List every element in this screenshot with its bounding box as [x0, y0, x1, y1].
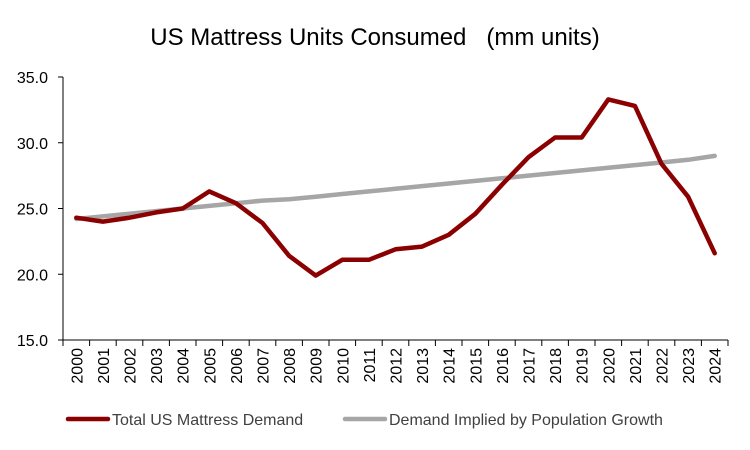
x-tick-label: 2024	[708, 348, 725, 384]
data-point	[394, 248, 397, 251]
legend-label-1: Demand Implied by Population Growth	[389, 412, 663, 429]
data-point	[261, 199, 264, 202]
data-point	[181, 207, 184, 210]
x-tick-label: 2012	[389, 348, 406, 384]
x-tick-label: 2019	[575, 348, 592, 384]
data-point	[580, 169, 583, 172]
data-point	[75, 216, 78, 219]
data-point	[687, 158, 690, 161]
x-tick-label: 2022	[655, 348, 672, 384]
x-tick-label: 2014	[442, 348, 459, 384]
x-tick-label: 2015	[468, 348, 485, 384]
y-tick-label: 15.0	[17, 333, 48, 350]
x-tick-label: 2016	[495, 348, 512, 384]
x-tick-label: 2002	[123, 348, 140, 384]
x-axis-ticks: 2000 2001 2002 2003 2004 2005 2006 2007 2008 2009…	[62, 340, 729, 384]
data-point	[367, 190, 370, 193]
data-point	[580, 136, 583, 139]
data-point	[633, 164, 636, 167]
data-point	[234, 202, 237, 205]
data-point	[155, 211, 158, 214]
data-point	[660, 162, 663, 165]
data-point	[447, 233, 450, 236]
data-point	[554, 136, 557, 139]
data-point	[421, 185, 424, 188]
y-tick-label: 25.0	[17, 202, 48, 219]
data-point	[713, 252, 716, 255]
data-point	[341, 258, 344, 261]
x-tick-label: 2011	[362, 348, 379, 383]
x-tick-label: 2004	[176, 348, 193, 384]
data-point	[633, 104, 636, 107]
data-point	[288, 254, 291, 257]
data-point	[500, 183, 503, 186]
y-tick-label: 20.0	[17, 267, 48, 284]
y-tick-label: 30.0	[17, 136, 48, 153]
data-point	[713, 154, 716, 157]
x-tick-label: 2013	[415, 348, 432, 384]
legend: Total US Mattress Demand Demand Implied b…	[65, 412, 663, 429]
data-point	[128, 212, 131, 215]
data-point	[341, 193, 344, 196]
data-point	[314, 274, 317, 277]
data-point	[394, 187, 397, 190]
x-tick-label: 2007	[256, 348, 273, 384]
x-tick-label: 2006	[229, 348, 246, 384]
data-point	[527, 156, 530, 159]
data-point	[607, 166, 610, 169]
legend-label-0: Total US Mattress Demand	[112, 412, 303, 429]
data-point	[527, 174, 530, 177]
x-tick-label: 2023	[681, 348, 698, 384]
data-point	[421, 245, 424, 248]
y-axis-ticks: 15.0 20.0 25.0 30.0 35.0	[17, 70, 63, 350]
data-point	[687, 195, 690, 198]
x-tick-label: 2005	[202, 348, 219, 384]
x-tick-label: 2000	[69, 348, 86, 384]
data-point	[474, 212, 477, 215]
chart-title: US Mattress Units Consumed (mm units)	[150, 24, 599, 51]
y-tick-label: 35.0	[17, 70, 48, 87]
data-point	[314, 195, 317, 198]
data-point	[367, 258, 370, 261]
x-tick-label: 2009	[309, 348, 326, 384]
x-tick-label: 2020	[601, 348, 618, 384]
x-tick-label: 2010	[335, 348, 352, 384]
data-point	[607, 98, 610, 101]
data-point	[474, 179, 477, 182]
x-tick-label: 2001	[96, 348, 113, 384]
data-point	[128, 216, 131, 219]
data-point	[101, 215, 104, 218]
data-point	[554, 171, 557, 174]
x-tick-label: 2017	[522, 348, 539, 384]
series-layer	[74, 97, 717, 278]
data-point	[500, 177, 503, 180]
x-tick-label: 2003	[149, 348, 166, 384]
data-point	[208, 190, 211, 193]
x-tick-label: 2018	[548, 348, 565, 384]
series-line-0	[74, 97, 717, 278]
x-tick-label: 2008	[282, 348, 299, 384]
data-point	[447, 182, 450, 185]
data-point	[208, 204, 211, 207]
data-point	[288, 198, 291, 201]
data-point	[101, 220, 104, 223]
x-tick-label: 2021	[628, 348, 645, 384]
data-point	[261, 221, 264, 224]
